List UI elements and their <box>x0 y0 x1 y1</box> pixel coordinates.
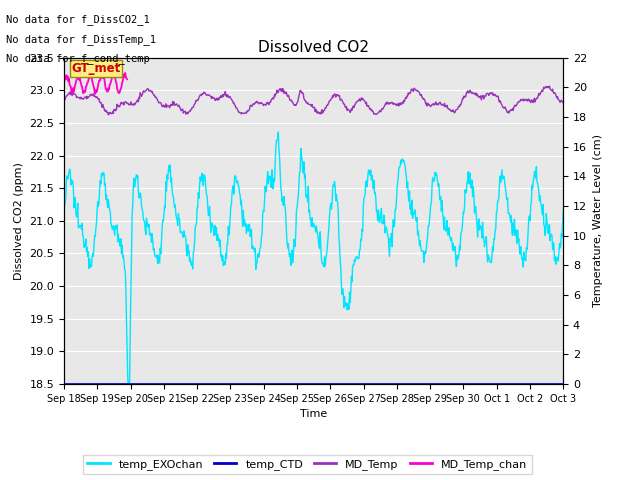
Legend: temp_EXOchan, temp_CTD, MD_Temp, MD_Temp_chan: temp_EXOchan, temp_CTD, MD_Temp, MD_Temp… <box>83 455 532 474</box>
Text: GT_met: GT_met <box>71 62 120 75</box>
Text: No data for f_DissCO2_1: No data for f_DissCO2_1 <box>6 14 150 25</box>
X-axis label: Time: Time <box>300 409 327 419</box>
Text: No data for f_cond_temp: No data for f_cond_temp <box>6 53 150 64</box>
Text: No data for f_DissTemp_1: No data for f_DissTemp_1 <box>6 34 156 45</box>
Y-axis label: Dissolved CO2 (ppm): Dissolved CO2 (ppm) <box>14 162 24 280</box>
Y-axis label: Temperature, Water Level (cm): Temperature, Water Level (cm) <box>593 134 603 307</box>
Title: Dissolved CO2: Dissolved CO2 <box>258 40 369 55</box>
